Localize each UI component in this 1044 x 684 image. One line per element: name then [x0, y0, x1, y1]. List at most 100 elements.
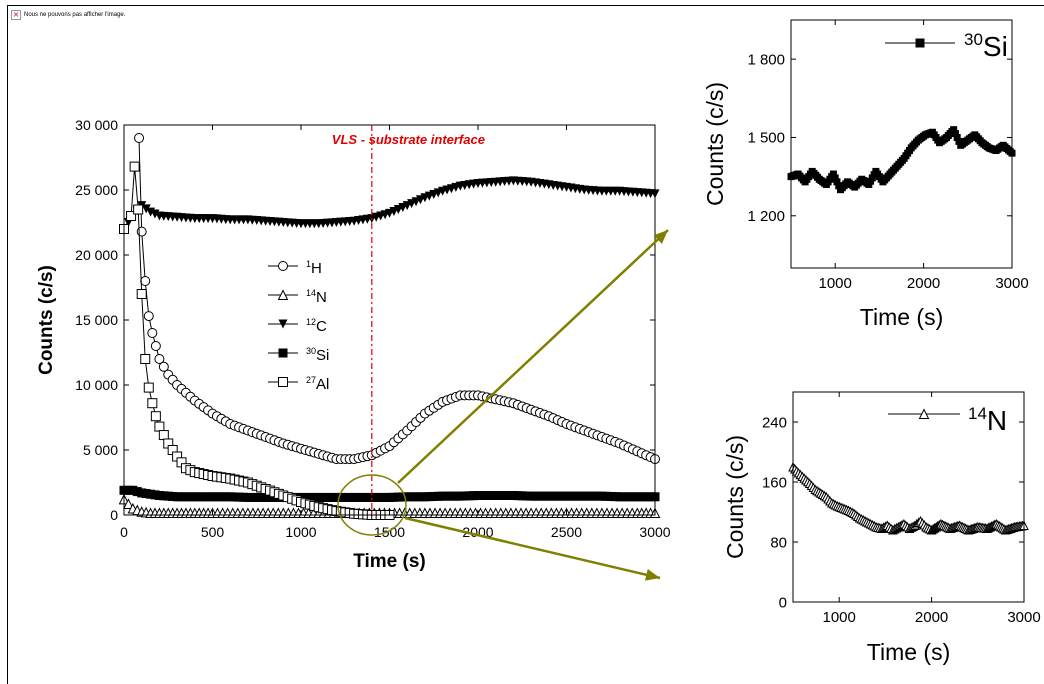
x-axis-label: Time (s) — [867, 639, 950, 665]
plot-area — [118, 133, 661, 520]
data-point — [133, 204, 144, 215]
arrow-head — [653, 230, 668, 244]
y-tick-label: 1 800 — [747, 51, 785, 68]
legend-marker — [277, 289, 289, 300]
arrow-shaft — [404, 516, 661, 580]
data-point — [140, 276, 151, 286]
legend-marker — [915, 38, 925, 48]
data-point — [833, 178, 841, 186]
legend-label: 1H — [306, 259, 322, 277]
series-14N — [788, 461, 1029, 535]
data-point — [143, 311, 154, 322]
x-tick-label: 3000 — [995, 275, 1028, 292]
legend-item: 1H — [268, 259, 322, 277]
x-tick-label: 1500 — [374, 524, 405, 540]
arrow-head — [644, 568, 660, 581]
axes-frame — [790, 19, 1013, 269]
data-point — [158, 430, 169, 441]
y-tick-label: 1 200 — [747, 208, 785, 225]
broken-image-text: Nous ne pouvons pas afficher l'image. — [24, 12, 126, 18]
y-tick-label: 15 000 — [75, 312, 118, 328]
series-30Si — [119, 485, 660, 502]
x-axis-label: Time (s) — [860, 304, 943, 330]
x-tick-label: 2000 — [907, 275, 940, 292]
legend-marker — [278, 319, 288, 329]
data-point — [951, 130, 959, 138]
data-point — [953, 133, 961, 141]
data-point — [140, 354, 151, 364]
y-tick-label: 30 000 — [75, 117, 118, 133]
arrow-to-n-inset — [404, 516, 661, 581]
legend-marker — [278, 261, 288, 271]
data-point — [129, 161, 140, 172]
y-tick-label: 80 — [770, 534, 787, 551]
x-tick-label: 500 — [201, 524, 225, 540]
data-point — [150, 341, 161, 351]
y-tick-label: 20 000 — [75, 247, 118, 263]
y-axis-label: Counts (c/s) — [722, 435, 748, 559]
data-point — [134, 133, 145, 143]
legend-label: 30Si — [306, 346, 329, 364]
x-tick-label: 1000 — [819, 275, 852, 292]
arrow-shaft — [397, 229, 669, 484]
x-tick-label: 3000 — [639, 524, 670, 540]
axes-frame — [792, 391, 1025, 603]
y-tick-label: 0 — [110, 507, 118, 523]
broken-image-placeholder: × Nous ne pouvons pas afficher l'image. — [11, 10, 125, 20]
plot-area — [787, 126, 1016, 194]
data-point — [154, 421, 165, 432]
x-tick-label: 2000 — [915, 609, 948, 626]
broken-image-icon: × — [11, 10, 21, 20]
y-tick-label: 1 500 — [747, 130, 785, 147]
data-point — [150, 411, 161, 422]
data-point — [143, 382, 154, 393]
y-tick-label: 0 — [779, 594, 787, 611]
series-30Si — [787, 126, 1016, 194]
interface-label: VLS - substrate interface — [332, 132, 485, 147]
legend-marker — [278, 377, 288, 387]
data-point — [831, 174, 839, 182]
y-tick-label: 25 000 — [75, 182, 118, 198]
data-point — [147, 328, 158, 338]
legend-marker — [918, 408, 930, 419]
legend: 30Si — [885, 30, 1008, 62]
data-point — [141, 204, 151, 214]
data-point — [950, 126, 958, 134]
y-tick-label: 5 000 — [83, 442, 118, 458]
x-tick-label: 2500 — [551, 524, 582, 540]
series-1H — [134, 133, 660, 465]
data-point — [154, 354, 165, 364]
arrow-to-si-inset — [397, 229, 669, 484]
legend-item: 14N — [268, 288, 327, 306]
y-axis-label: Counts (c/s) — [36, 265, 57, 375]
axes-frame — [123, 124, 656, 516]
legend-item: 27Al — [268, 375, 329, 393]
data-point — [829, 170, 837, 178]
data-point — [136, 289, 147, 299]
x-tick-label: 3000 — [1007, 609, 1040, 626]
x-axis-label: Time (s) — [353, 551, 426, 572]
x-tick-label: 1000 — [285, 524, 316, 540]
legend-marker — [278, 348, 288, 358]
x-tick-label: 1000 — [823, 609, 856, 626]
y-tick-label: 10 000 — [75, 377, 118, 393]
data-point — [835, 182, 843, 190]
legend: 14N — [888, 404, 1007, 436]
legend-label: 12C — [306, 317, 327, 335]
legend: 1H 14N 12C 30Si 27Al — [268, 259, 329, 393]
data-point — [158, 361, 169, 372]
legend-label: 14N — [306, 288, 327, 306]
legend-label: 14N — [968, 404, 1007, 436]
chart-n-inset: 1000 2000 3000 0 80 160 240 Time (s) Counts (c/s… — [722, 391, 1041, 665]
legend-label: 27Al — [306, 375, 329, 393]
y-tick-label: 240 — [762, 414, 787, 431]
y-tick-label: 160 — [762, 474, 787, 491]
chart-si-inset: 1000 2000 3000 1 200 1 500 1 800 Time (s) Count… — [702, 19, 1029, 330]
y-axis-label: Counts (c/s) — [702, 82, 728, 206]
data-point — [147, 398, 158, 409]
legend-item: 12C — [268, 317, 327, 335]
data-point — [955, 137, 963, 145]
figure-frame — [7, 5, 1044, 684]
